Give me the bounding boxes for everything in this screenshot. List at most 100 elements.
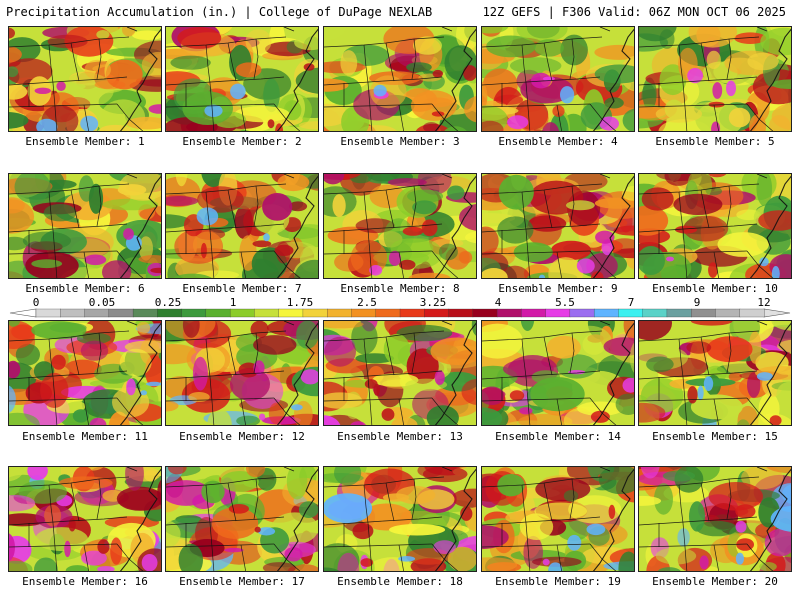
legend-color-swatch xyxy=(472,308,498,318)
ensemble-member-map[interactable] xyxy=(165,320,319,426)
legend-color-swatch xyxy=(618,308,644,318)
ensemble-member-map[interactable] xyxy=(323,173,477,279)
precipitation-field xyxy=(639,467,791,571)
ensemble-member-map[interactable] xyxy=(165,26,319,132)
legend-color-swatch xyxy=(715,308,741,318)
ensemble-member-map[interactable] xyxy=(638,173,792,279)
legend-color-swatch xyxy=(593,308,619,318)
ensemble-member-label: Ensemble Member: 3 xyxy=(340,135,460,148)
precipitation-field xyxy=(482,467,634,571)
ensemble-member-label: Ensemble Member: 4 xyxy=(498,135,618,148)
legend-color-swatch xyxy=(108,308,134,318)
precipitation-field xyxy=(639,321,791,425)
ensemble-member-map[interactable] xyxy=(8,26,162,132)
legend-color-swatch xyxy=(60,308,86,318)
ensemble-member-label: Ensemble Member: 2 xyxy=(182,135,302,148)
precipitation-field xyxy=(166,27,318,131)
precipitation-color-legend: 0 0.05 0.25 1 1.75 2.5 3.25 4 5.5 7 9 12 xyxy=(9,296,791,318)
precipitation-field xyxy=(166,321,318,425)
ensemble-member-map[interactable] xyxy=(323,26,477,132)
ensemble-member-label: Ensemble Member: 6 xyxy=(25,282,145,295)
ensemble-member-label: Ensemble Member: 12 xyxy=(179,430,305,443)
ensemble-member-map[interactable] xyxy=(8,173,162,279)
ensemble-member-map[interactable] xyxy=(8,466,162,572)
ensemble-member-map[interactable] xyxy=(165,466,319,572)
ensemble-member-label: Ensemble Member: 14 xyxy=(495,430,621,443)
precipitation-field xyxy=(9,174,161,278)
legend-tick-label: 0.05 xyxy=(89,296,116,309)
ensemble-member-label: Ensemble Member: 18 xyxy=(337,575,463,588)
legend-color-swatch xyxy=(302,308,328,318)
ensemble-member-map[interactable] xyxy=(165,173,319,279)
ensemble-member-map[interactable] xyxy=(481,26,635,132)
ensemble-member-map[interactable] xyxy=(323,466,477,572)
ensemble-member-map[interactable] xyxy=(481,466,635,572)
legend-color-swatch xyxy=(521,308,547,318)
legend-color-swatch xyxy=(496,308,522,318)
legend-color-swatch xyxy=(181,308,207,318)
legend-color-swatch xyxy=(229,308,255,318)
legend-tick-label: 5.5 xyxy=(555,296,575,309)
legend-tick-label: 1 xyxy=(230,296,237,309)
legend-tick-label: 3.25 xyxy=(420,296,447,309)
precipitation-field xyxy=(324,467,476,571)
legend-color-swatch xyxy=(399,308,425,318)
legend-color-swatch xyxy=(254,308,280,318)
ensemble-member-label: Ensemble Member: 5 xyxy=(655,135,775,148)
ensemble-member-map[interactable] xyxy=(8,320,162,426)
ensemble-member-label: Ensemble Member: 10 xyxy=(652,282,778,295)
precipitation-field xyxy=(639,27,791,131)
legend-tick-label: 9 xyxy=(694,296,701,309)
legend-color-swatch xyxy=(375,308,401,318)
ensemble-member-label: Ensemble Member: 16 xyxy=(22,575,148,588)
ensemble-member-label: Ensemble Member: 1 xyxy=(25,135,145,148)
ensemble-member-map[interactable] xyxy=(323,320,477,426)
legend-arrow-left xyxy=(9,308,37,318)
ensemble-member-label: Ensemble Member: 19 xyxy=(495,575,621,588)
legend-color-swatch xyxy=(642,308,668,318)
legend-color-swatch xyxy=(545,308,571,318)
legend-arrow-right xyxy=(763,308,791,318)
legend-tick-label: 7 xyxy=(628,296,635,309)
precipitation-field xyxy=(324,321,476,425)
precipitation-field xyxy=(324,27,476,131)
precipitation-field xyxy=(9,321,161,425)
ensemble-member-label: Ensemble Member: 9 xyxy=(498,282,618,295)
legend-color-swatch xyxy=(569,308,595,318)
map-title: Precipitation Accumulation (in.) | Colle… xyxy=(6,5,433,19)
legend-color-swatch xyxy=(691,308,717,318)
precipitation-field xyxy=(166,467,318,571)
legend-color-swatch xyxy=(666,308,692,318)
ensemble-member-map[interactable] xyxy=(481,173,635,279)
ensemble-member-map[interactable] xyxy=(638,466,792,572)
precipitation-field xyxy=(482,174,634,278)
legend-tick-label: 0.25 xyxy=(155,296,182,309)
legend-color-swatch xyxy=(739,308,765,318)
legend-tick-label: 4 xyxy=(495,296,502,309)
legend-tick-label: 0 xyxy=(33,296,40,309)
ensemble-member-map[interactable] xyxy=(638,26,792,132)
legend-color-swatch xyxy=(278,308,304,318)
legend-tick-label: 1.75 xyxy=(287,296,314,309)
legend-color-swatch xyxy=(132,308,158,318)
legend-color-swatch xyxy=(327,308,353,318)
legend-color-swatch xyxy=(35,308,61,318)
legend-color-swatch xyxy=(84,308,110,318)
ensemble-member-map[interactable] xyxy=(481,320,635,426)
legend-tick-label: 2.5 xyxy=(357,296,377,309)
legend-color-swatch xyxy=(424,308,450,318)
legend-color-swatch xyxy=(205,308,231,318)
ensemble-member-label: Ensemble Member: 17 xyxy=(179,575,305,588)
ensemble-member-label: Ensemble Member: 20 xyxy=(652,575,778,588)
ensemble-member-label: Ensemble Member: 7 xyxy=(182,282,302,295)
precipitation-field xyxy=(482,321,634,425)
run-valid-time: 12Z GEFS | F306 Valid: 06Z MON OCT 06 20… xyxy=(482,5,786,19)
ensemble-member-label: Ensemble Member: 15 xyxy=(652,430,778,443)
precipitation-field xyxy=(639,174,791,278)
legend-color-swatch xyxy=(157,308,183,318)
precipitation-field xyxy=(9,467,161,571)
precipitation-field xyxy=(482,27,634,131)
ensemble-member-label: Ensemble Member: 13 xyxy=(337,430,463,443)
precipitation-field xyxy=(324,174,476,278)
ensemble-member-map[interactable] xyxy=(638,320,792,426)
